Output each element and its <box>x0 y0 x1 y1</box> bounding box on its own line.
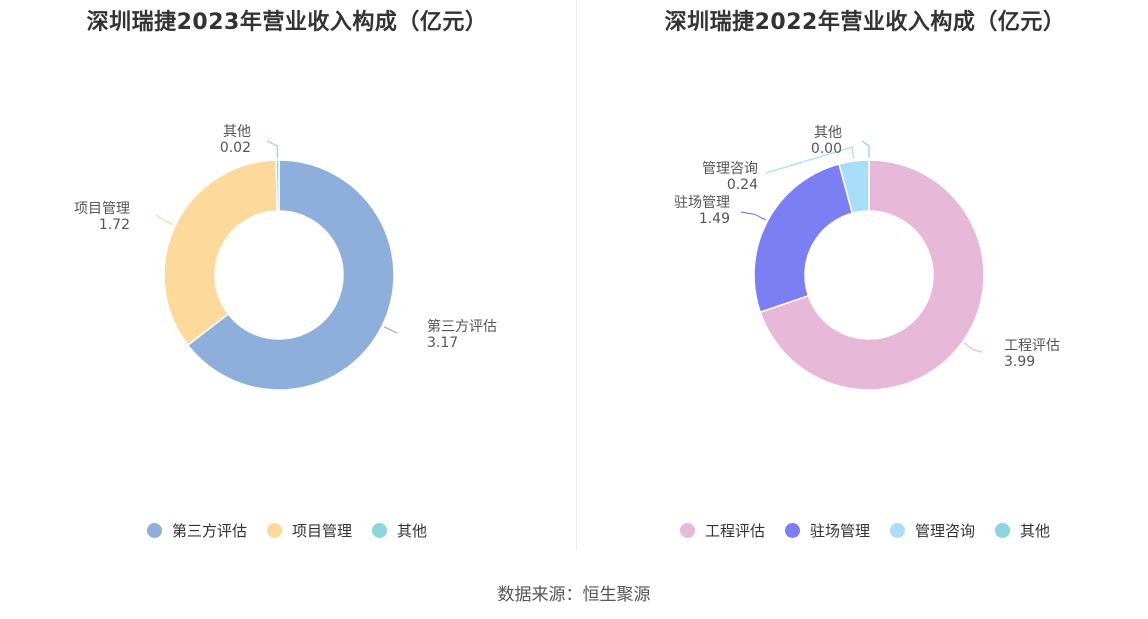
legend-label: 项目管理 <box>291 522 352 540</box>
pie-slice-1[interactable] <box>759 159 985 391</box>
chart-title: 深圳瑞捷2023年营业收入构成（亿元） <box>86 10 488 35</box>
legend-item[interactable]: 其他 <box>372 520 427 541</box>
chart-panel-2022: 深圳瑞捷2022年营业收入构成（亿元） 工程评估 3.99 驻场管理 1.49 管理咨询… <box>578 0 1148 560</box>
legend-label: 其他 <box>1020 522 1051 540</box>
legend-dot-icon <box>995 523 1011 538</box>
data-source-note: 数据来源：恒生聚源 <box>497 585 651 605</box>
legend-label: 其他 <box>397 522 428 540</box>
pie-slice-1[interactable] <box>186 159 395 391</box>
legend-dot-icon <box>266 523 282 538</box>
legend-item[interactable]: 驻场管理 <box>784 520 870 541</box>
legend-label: 第三方评估 <box>171 522 247 540</box>
pie-slice-3[interactable] <box>275 159 280 212</box>
legend-label: 驻场管理 <box>809 522 870 540</box>
legend-item[interactable]: 项目管理 <box>266 520 352 541</box>
pie-slice-2[interactable] <box>163 159 279 347</box>
legend: 第三方评估 项目管理 其他 <box>0 520 574 541</box>
slice-category-label: 管理咨询 <box>702 161 758 177</box>
leader-line <box>740 211 766 221</box>
legend-item[interactable]: 第三方评估 <box>146 520 247 541</box>
slice-category-label: 驻场管理 <box>674 195 730 211</box>
legend-dot-icon <box>679 523 695 538</box>
legend-label: 工程评估 <box>704 522 765 540</box>
legend-dot-icon <box>784 523 800 538</box>
leader-line <box>383 326 398 334</box>
leader-line <box>266 140 279 159</box>
leader-line <box>963 342 983 353</box>
slice-value-label: 1.72 <box>99 217 130 233</box>
legend-label: 管理咨询 <box>915 522 976 540</box>
slice-value-label: 3.17 <box>427 335 458 351</box>
pie-slice-3[interactable] <box>838 159 870 215</box>
slice-category-label: 第三方评估 <box>427 318 497 335</box>
legend-item[interactable]: 工程评估 <box>679 520 765 541</box>
slice-value-label: 1.49 <box>699 211 730 227</box>
legend-item[interactable]: 其他 <box>995 520 1050 541</box>
slice-value-label: 3.99 <box>1004 354 1035 370</box>
slice-value-label: 0.24 <box>727 177 758 193</box>
legend: 工程评估 驻场管理 管理咨询 其他 <box>578 520 1148 541</box>
legend-item[interactable]: 管理咨询 <box>890 520 975 541</box>
legend-dot-icon <box>890 523 905 538</box>
chart-panel-2023: 深圳瑞捷2023年营业收入构成（亿元） 第三方评估 3.17 项目管理 1.72 其他 0… <box>0 0 574 560</box>
legend-dot-icon <box>146 523 162 538</box>
slice-category-label: 其他 <box>814 125 842 141</box>
slice-category-label: 工程评估 <box>1004 338 1060 354</box>
slice-category-label: 项目管理 <box>74 201 130 217</box>
slice-value-label: 0.02 <box>220 140 251 156</box>
divider <box>576 0 577 550</box>
slice-category-label: 其他 <box>223 124 251 140</box>
leader-line <box>155 214 174 226</box>
chart-title: 深圳瑞捷2022年营业收入构成（亿元） <box>664 10 1066 35</box>
legend-dot-icon <box>372 523 387 538</box>
slice-value-label: 0.00 <box>811 141 842 157</box>
leader-line <box>861 140 870 158</box>
leader-line <box>765 146 855 174</box>
pie-slice-2[interactable] <box>753 163 854 314</box>
